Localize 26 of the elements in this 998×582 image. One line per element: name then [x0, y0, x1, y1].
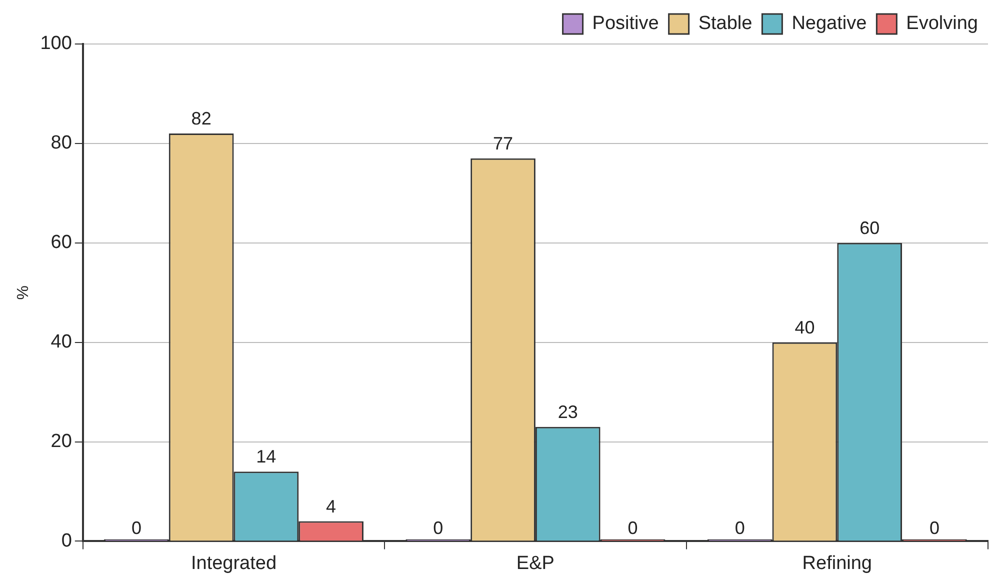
legend-label: Evolving: [906, 13, 978, 34]
data-label: 40: [794, 317, 815, 338]
legend-label: Negative: [792, 13, 867, 34]
data-label: 4: [326, 496, 336, 516]
data-label: 77: [493, 133, 514, 154]
x-tick-label: Integrated: [190, 552, 277, 574]
data-label: 0: [628, 518, 638, 538]
data-label: 23: [558, 402, 578, 422]
data-label: 0: [433, 518, 444, 538]
data-label: 14: [256, 446, 276, 467]
data-label: 60: [860, 218, 880, 238]
y-axis-title: %: [15, 285, 32, 300]
legend-label: Stable: [698, 13, 752, 34]
data-label: 0: [131, 518, 142, 538]
y-tick-label: 0: [61, 530, 72, 552]
data-label: 82: [191, 108, 212, 128]
x-tick-label: E&P: [516, 552, 554, 574]
y-tick-label: 80: [50, 132, 72, 154]
data-label: 0: [929, 518, 940, 538]
y-tick-label: 20: [50, 430, 72, 452]
legend-label: Positive: [592, 13, 659, 34]
y-tick-label: 40: [50, 332, 72, 353]
x-tick-label: Refining: [802, 552, 872, 574]
y-tick-label: 100: [40, 33, 72, 54]
data-label: 0: [734, 518, 745, 538]
y-tick-label: 60: [50, 232, 72, 254]
